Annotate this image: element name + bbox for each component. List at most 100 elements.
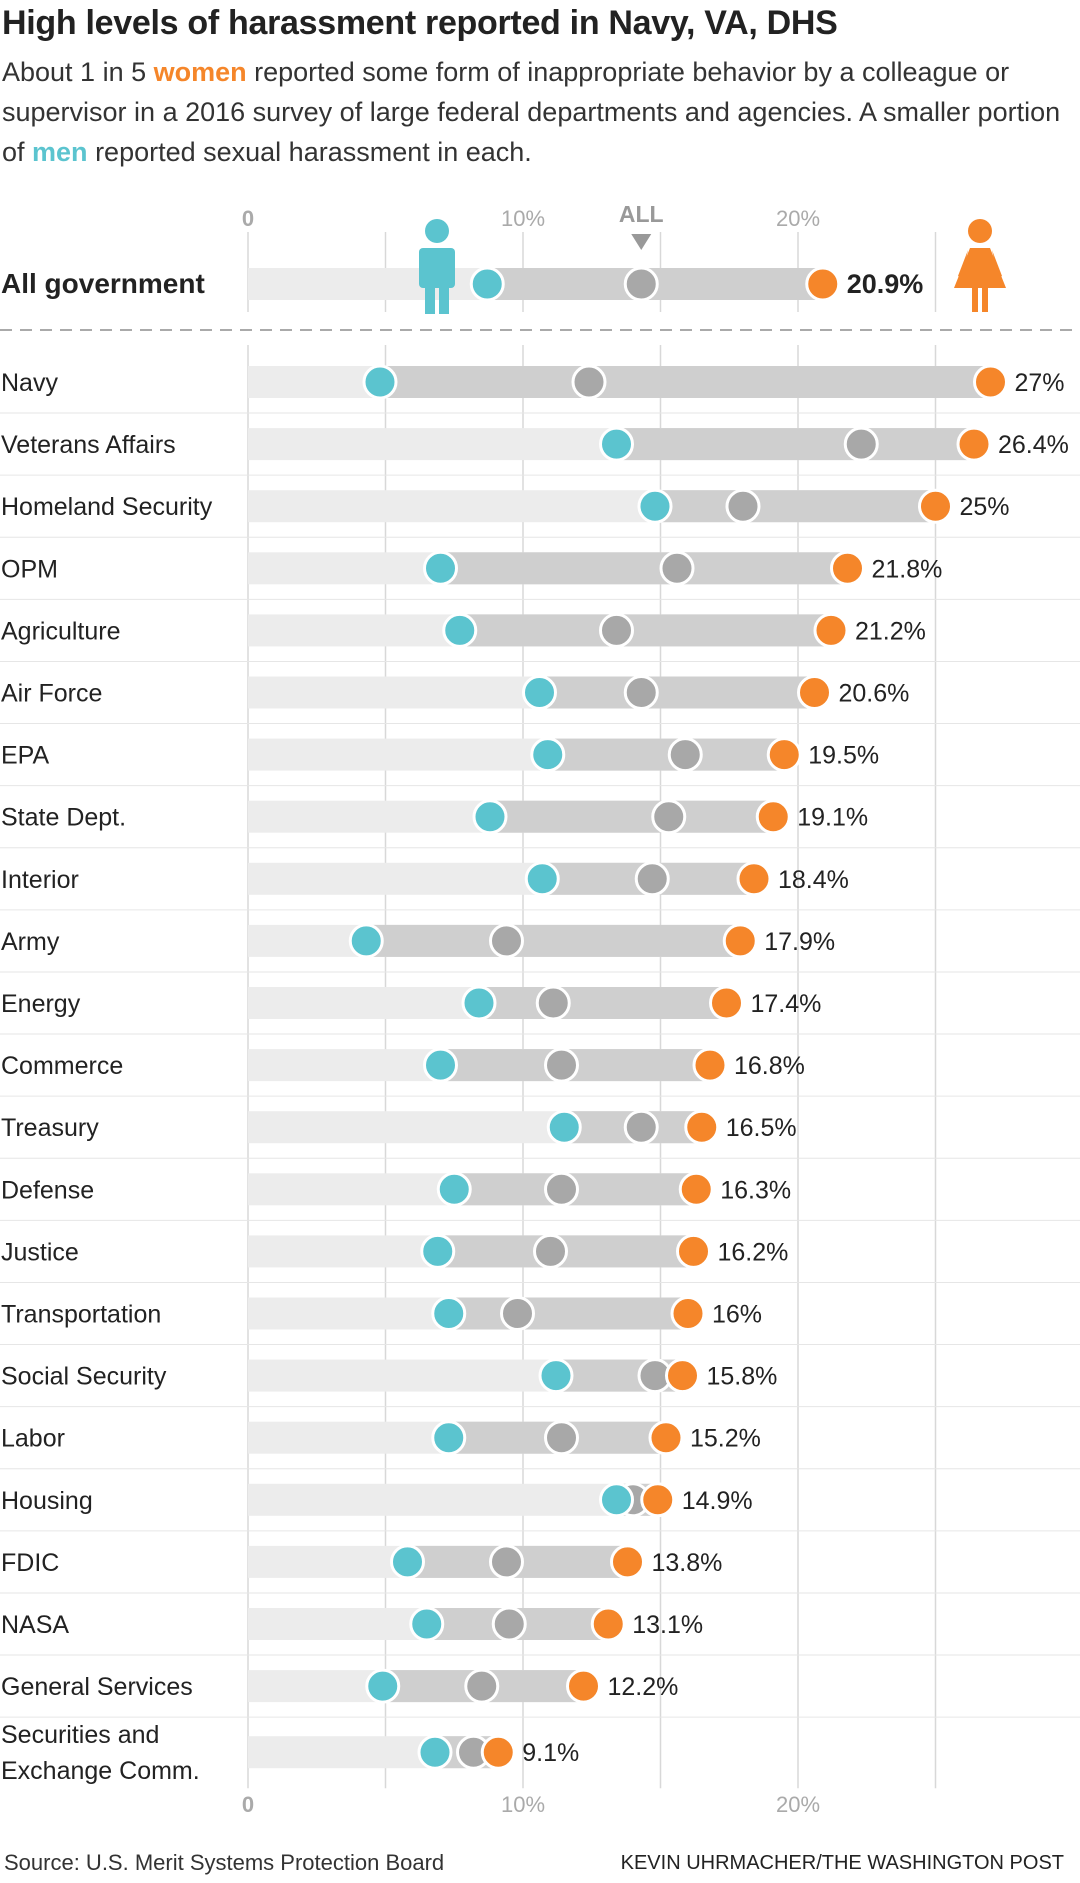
- men-dot: [348, 923, 384, 959]
- range-bar: [440, 552, 848, 585]
- all-dot: [725, 488, 761, 524]
- all-dot: [464, 1668, 500, 1704]
- data-row: 26.4% Veterans Affairs: [1, 426, 1069, 462]
- men-dot: [461, 985, 497, 1021]
- all-dot: [535, 985, 571, 1021]
- range-bar: [655, 490, 936, 523]
- data-row: 16.5% Treasury: [1, 1109, 797, 1145]
- value-label: 14.9%: [682, 1487, 753, 1515]
- women-dot: [480, 1734, 516, 1770]
- men-dot: [409, 1606, 445, 1642]
- category-label-line: Housing: [1, 1487, 93, 1515]
- all-dot: [544, 1047, 579, 1083]
- category-label: OPM: [1, 555, 58, 583]
- data-row: 9.1% Securities and Exchange Comm.: [1, 1721, 579, 1785]
- value-label: 26.4%: [998, 431, 1069, 459]
- value-label: 13.1%: [632, 1611, 703, 1639]
- data-row: 15.2% Labor: [1, 1420, 761, 1456]
- category-label-line: EPA: [1, 742, 49, 770]
- x-tick-label: 0: [242, 1792, 254, 1817]
- data-row: 16% Transportation: [1, 1296, 762, 1331]
- women-dot: [648, 1420, 684, 1456]
- all-dot: [500, 1296, 535, 1331]
- category-label-line: Army: [1, 928, 60, 956]
- value-label: 19.1%: [797, 804, 868, 832]
- range-bar: [547, 738, 785, 771]
- value-label: 16%: [712, 1301, 762, 1329]
- women-dot: [755, 799, 791, 835]
- category-label-line: FDIC: [1, 1549, 59, 1577]
- women-dot: [766, 737, 802, 773]
- leg: [439, 284, 449, 314]
- subtitle-text: reported sexual harassment in each.: [87, 137, 532, 167]
- men-dot: [436, 1171, 472, 1207]
- subtitle-text: reported some form of inappropriate beha…: [2, 57, 1061, 167]
- all-dot: [489, 1544, 524, 1580]
- men-dot: [599, 426, 634, 462]
- category-label-line: Energy: [1, 990, 81, 1018]
- category-label: Air Force: [1, 680, 102, 708]
- data-row: 21.2% Agriculture: [1, 612, 926, 648]
- torso: [419, 248, 455, 288]
- value-label: 21.8%: [872, 555, 943, 583]
- all-dot: [623, 675, 659, 710]
- category-label-line: Securities and: [1, 1721, 159, 1749]
- men-dot: [420, 1233, 456, 1269]
- women-dot: [665, 1358, 700, 1394]
- category-label: Defense: [1, 1176, 94, 1204]
- value-label: 20.6%: [839, 680, 910, 708]
- men-dot: [423, 550, 458, 586]
- category-label-line: Transportation: [1, 1301, 161, 1329]
- leg: [982, 286, 988, 312]
- category-label: Transportation: [1, 1301, 161, 1329]
- track-bar: [248, 1483, 658, 1516]
- leg: [972, 286, 978, 312]
- category-label-line: All government: [1, 268, 205, 299]
- man-icon: [419, 219, 455, 314]
- category-label: Justice: [1, 1238, 79, 1266]
- category-label-line: Air Force: [1, 680, 102, 708]
- women-dot: [590, 1606, 626, 1642]
- category-label: FDIC: [1, 1549, 59, 1577]
- all-dot: [491, 1606, 527, 1642]
- women-dot: [918, 488, 953, 524]
- all-marker-label: ALL: [619, 201, 664, 227]
- chart-subtitle: About 1 in 5 women reported some form of…: [2, 52, 1072, 172]
- arm: [992, 250, 1002, 278]
- dress: [954, 248, 1006, 288]
- value-label: 21.2%: [855, 617, 926, 645]
- all-dot: [623, 1109, 659, 1145]
- women-dot: [813, 612, 849, 648]
- category-label: Commerce: [1, 1052, 123, 1080]
- all-dot: [659, 550, 695, 586]
- data-row: 14.9% Housing: [1, 1482, 753, 1518]
- category-label: Labor: [1, 1425, 65, 1453]
- category-label: Army: [1, 928, 60, 956]
- x-tick-label: 0: [242, 206, 254, 231]
- women-dot: [973, 364, 1008, 400]
- x-tick-label: 10%: [501, 1792, 545, 1817]
- data-row: 18.4% Interior: [1, 861, 849, 897]
- category-label: EPA: [1, 742, 49, 770]
- women-dot: [610, 1544, 645, 1580]
- women-dot: [797, 675, 832, 710]
- value-label: 17.9%: [764, 928, 835, 956]
- x-tick-label: 20%: [776, 1792, 820, 1817]
- men-dot: [522, 675, 557, 710]
- range-bar: [448, 1297, 688, 1330]
- leg: [425, 284, 435, 314]
- men-dot: [538, 1358, 574, 1394]
- range-bar: [459, 614, 831, 647]
- data-row: 16.2% Justice: [1, 1233, 788, 1269]
- category-label: State Dept.: [1, 804, 126, 832]
- value-label: 16.8%: [734, 1052, 805, 1080]
- down-triangle-icon: [631, 234, 652, 250]
- all-dot: [651, 799, 687, 835]
- value-label: 13.8%: [652, 1549, 723, 1577]
- data-row: 12.2% General Services: [1, 1668, 678, 1704]
- men-dot: [524, 861, 560, 897]
- category-label-line: Navy: [1, 369, 58, 397]
- data-row: 15.8% Social Security: [1, 1358, 777, 1394]
- men-dot: [599, 1482, 634, 1518]
- men-dot: [417, 1734, 453, 1770]
